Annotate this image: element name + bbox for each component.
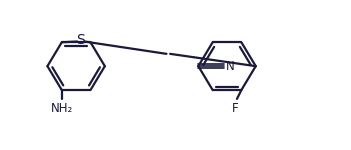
Text: NH₂: NH₂ <box>51 102 73 116</box>
Text: S: S <box>77 33 85 48</box>
Text: F: F <box>231 102 238 116</box>
Text: N: N <box>226 60 235 73</box>
